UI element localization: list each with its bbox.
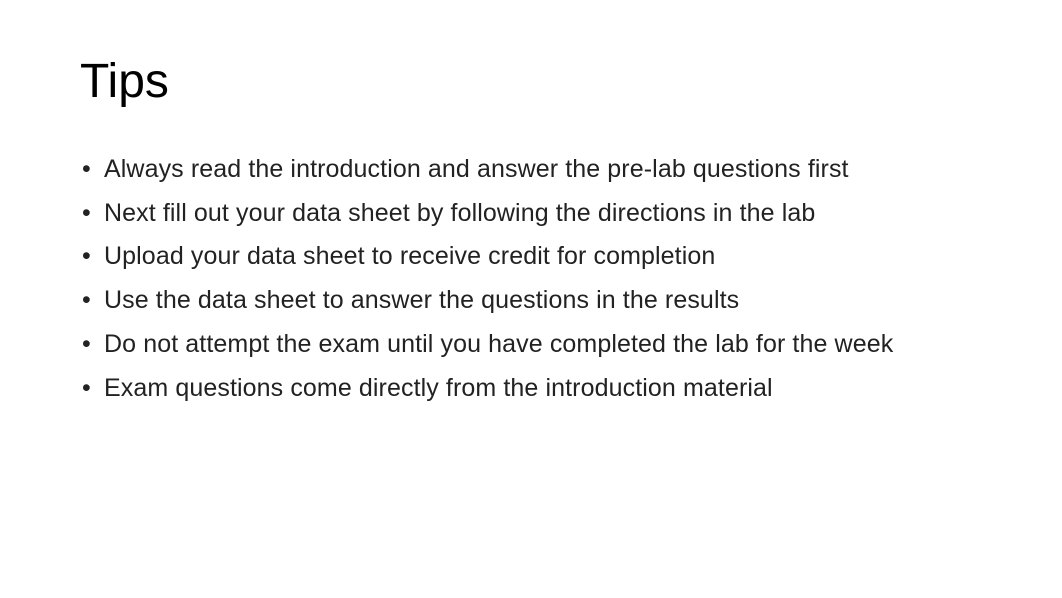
list-item: Always read the introduction and answer …: [80, 153, 982, 187]
list-item: Exam questions come directly from the in…: [80, 372, 982, 406]
list-item: Use the data sheet to answer the questio…: [80, 284, 982, 318]
slide: Tips Always read the introduction and an…: [0, 0, 1062, 598]
list-item-text: Always read the introduction and answer …: [104, 155, 849, 183]
list-item-text: Exam questions come directly from the in…: [104, 374, 773, 402]
list-item: Next fill out your data sheet by followi…: [80, 197, 982, 231]
list-item-text: Upload your data sheet to receive credit…: [104, 242, 715, 270]
slide-title: Tips: [80, 56, 982, 109]
list-item: Do not attempt the exam until you have c…: [80, 328, 982, 362]
list-item: Upload your data sheet to receive credit…: [80, 240, 982, 274]
tips-list: Always read the introduction and answer …: [80, 153, 982, 406]
list-item-text: Do not attempt the exam until you have c…: [104, 330, 893, 358]
list-item-text: Use the data sheet to answer the questio…: [104, 286, 739, 314]
list-item-text: Next fill out your data sheet by followi…: [104, 199, 815, 227]
